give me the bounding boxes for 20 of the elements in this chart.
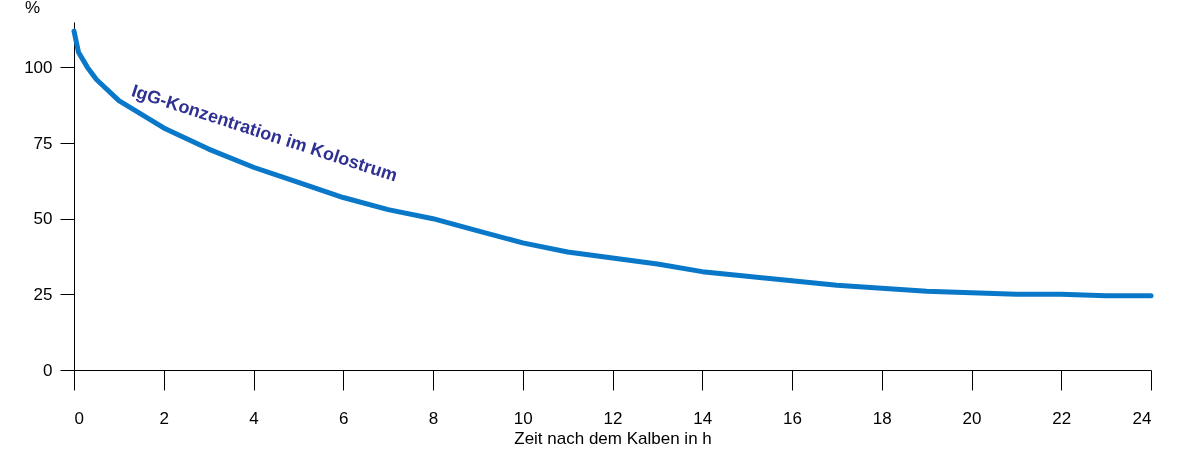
- x-tick-label: 14: [693, 408, 713, 428]
- x-tick-label: 12: [603, 408, 623, 428]
- x-tick-label: 10: [513, 408, 533, 428]
- x-tick-label: 18: [872, 408, 892, 428]
- x-tick-label: 20: [962, 408, 982, 428]
- y-tick-label: 100: [24, 57, 53, 77]
- x-tick-label: 8: [428, 408, 439, 428]
- y-tick-label: 75: [33, 133, 53, 153]
- x-tick-label: 22: [1052, 408, 1072, 428]
- y-tick-label: 50: [33, 209, 53, 229]
- x-tick-label: 0: [74, 408, 84, 428]
- x-tick-label: 4: [249, 408, 259, 428]
- x-tick-label: 6: [339, 408, 349, 428]
- y-axis-title: %: [24, 0, 41, 17]
- x-tick-label: 24: [1132, 408, 1152, 428]
- y-tick-label: 0: [43, 360, 53, 380]
- x-tick-label: 2: [159, 408, 169, 428]
- y-tick-label: 25: [33, 284, 53, 304]
- x-tick-label: 16: [783, 408, 802, 428]
- x-axis-title: Zeit nach dem Kalben in h: [514, 428, 712, 448]
